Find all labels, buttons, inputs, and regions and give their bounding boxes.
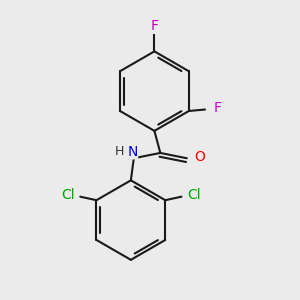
Text: Cl: Cl xyxy=(187,188,201,202)
Text: F: F xyxy=(213,101,221,115)
Text: N: N xyxy=(127,145,137,159)
Text: H: H xyxy=(115,145,124,158)
Text: Cl: Cl xyxy=(61,188,75,202)
Text: O: O xyxy=(195,150,206,164)
Text: F: F xyxy=(150,19,158,33)
